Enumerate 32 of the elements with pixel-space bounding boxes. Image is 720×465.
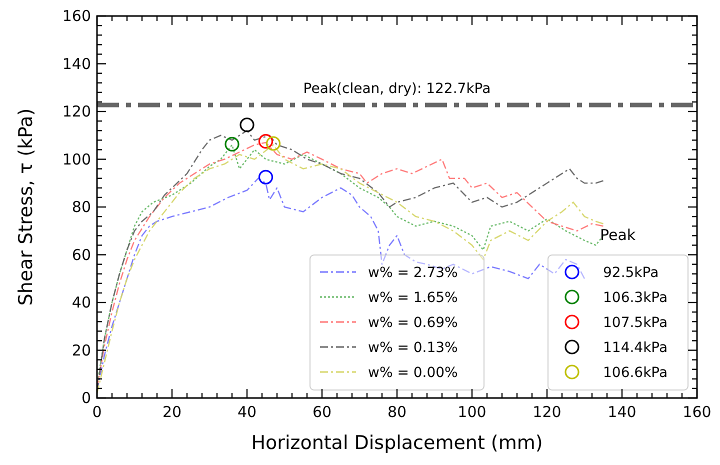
y-tick-label: 100 [62,150,91,168]
y-tick-label: 0 [81,389,91,407]
x-tick-label: 140 [608,403,636,421]
x-tick-label: 0 [92,403,102,421]
legend-label: 107.5kPa [603,315,668,331]
x-tick-label: 120 [532,403,562,421]
legend-label: w% = 0.13% [368,340,458,356]
legend-label: w% = 0.69% [368,315,458,331]
y-axis-title: Shear Stress, τ (kPa) [15,108,37,306]
x-tick-label: 60 [312,403,332,421]
y-tick-label: 120 [62,102,91,120]
legend-label: w% = 1.65% [368,290,458,306]
legend-label: 114.4kPa [603,340,668,356]
y-tick-label: 20 [72,341,91,360]
x-tick-label: 80 [387,403,407,421]
x-tick-label: 20 [162,403,182,421]
y-tick-label: 60 [72,246,91,264]
annotation: Peak [600,226,636,244]
legend-label: 106.3kPa [603,290,668,306]
x-tick-label: 40 [237,403,257,421]
legend-label: 106.6kPa [603,365,668,381]
x-tick-label: 160 [682,403,712,421]
ref-line-label: Peak(clean, dry): 122.7kPa [303,81,491,98]
legend-label: 92.5kPa [603,265,659,281]
x-axis-title: Horizontal Displacement (mm) [251,432,543,454]
legend-label: w% = 2.73% [368,265,458,281]
y-tick-label: 140 [62,54,91,73]
y-tick-label: 160 [62,7,91,25]
legend-label: w% = 0.00% [368,365,458,381]
y-tick-label: 80 [72,198,91,216]
x-tick-label: 100 [458,403,486,421]
y-tick-label: 40 [72,294,91,312]
